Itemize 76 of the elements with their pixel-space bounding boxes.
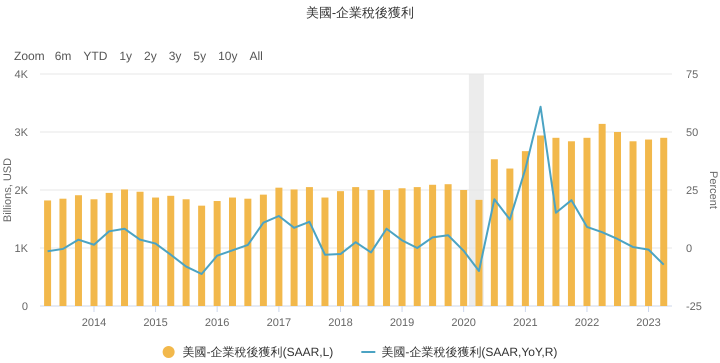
bar <box>645 140 652 306</box>
legend-label: 美國-企業稅後獲利(SAAR,YoY,R) <box>381 345 558 359</box>
bar <box>321 198 328 306</box>
bar <box>74 195 82 306</box>
bar <box>552 138 560 306</box>
x-tick-label: 2022 <box>574 317 600 329</box>
bar <box>414 187 421 306</box>
y-tick-label: 2K <box>14 185 29 197</box>
bar <box>260 194 267 306</box>
text: YTD <box>83 49 108 63</box>
bar <box>167 196 174 306</box>
y-tick-label: 4K <box>14 69 29 81</box>
bar <box>352 187 360 306</box>
bar <box>59 198 66 306</box>
text: 10y <box>218 49 238 63</box>
bar <box>506 168 514 306</box>
x-tick-label: 2023 <box>636 317 661 329</box>
bar <box>383 190 390 306</box>
bar <box>614 132 622 306</box>
text: 3y <box>168 49 182 63</box>
bar <box>306 187 313 306</box>
y2-tick-label: 0 <box>686 243 692 255</box>
bar <box>214 201 221 306</box>
bar <box>182 199 190 306</box>
legend-label: 美國-企業稅後獲利(SAAR,L) <box>182 345 334 359</box>
x-tick-label: 2018 <box>328 317 353 329</box>
bar <box>136 192 144 306</box>
y2-tick-label: 25 <box>686 185 698 197</box>
chart-title: 美國-企業稅後獲利 <box>306 5 414 20</box>
y2-tick-label: 50 <box>686 127 698 139</box>
bar <box>522 151 529 306</box>
bar <box>398 188 406 306</box>
bar <box>152 198 160 306</box>
bar <box>460 190 468 306</box>
text: 6m <box>54 49 72 63</box>
bar <box>244 198 252 306</box>
bar <box>198 206 206 306</box>
x-tick-label: 2017 <box>266 317 292 329</box>
bar <box>660 138 668 306</box>
y-axis-title: Billions, USD <box>2 158 14 222</box>
x-tick-label: 2015 <box>143 317 168 329</box>
bar <box>90 199 98 306</box>
x-tick-label: 2014 <box>82 317 106 329</box>
y-tick-label: 0 <box>22 301 28 313</box>
bar <box>44 200 52 306</box>
bar <box>290 189 298 306</box>
bar <box>229 198 236 306</box>
y2-tick-label: -25 <box>686 301 702 313</box>
bar <box>583 138 590 306</box>
line-series <box>46 106 665 275</box>
bar <box>429 184 436 306</box>
bar <box>568 141 575 306</box>
text: Zoom <box>14 49 45 63</box>
text: 5y <box>193 49 206 63</box>
bar <box>490 159 498 306</box>
bar <box>537 135 544 306</box>
bar <box>368 190 375 306</box>
x-tick-label: 2020 <box>451 317 476 329</box>
text: 1y <box>119 49 132 63</box>
bar <box>275 188 282 306</box>
y2-tick-label: 75 <box>686 69 698 81</box>
y-tick-label: 3K <box>14 127 29 139</box>
text: 2y <box>144 49 157 63</box>
bar <box>336 191 344 306</box>
bar <box>598 124 606 306</box>
x-tick-label: 2021 <box>513 317 538 329</box>
bar <box>121 189 128 306</box>
bar <box>630 141 637 306</box>
text: All <box>249 49 263 63</box>
bar <box>475 200 482 306</box>
y2-axis-title: Percent <box>707 171 719 209</box>
x-tick-label: 2019 <box>390 317 414 329</box>
x-tick-label: 2016 <box>204 317 230 329</box>
y-tick-label: 1K <box>14 243 29 255</box>
bar <box>444 184 452 306</box>
bar <box>106 192 113 306</box>
